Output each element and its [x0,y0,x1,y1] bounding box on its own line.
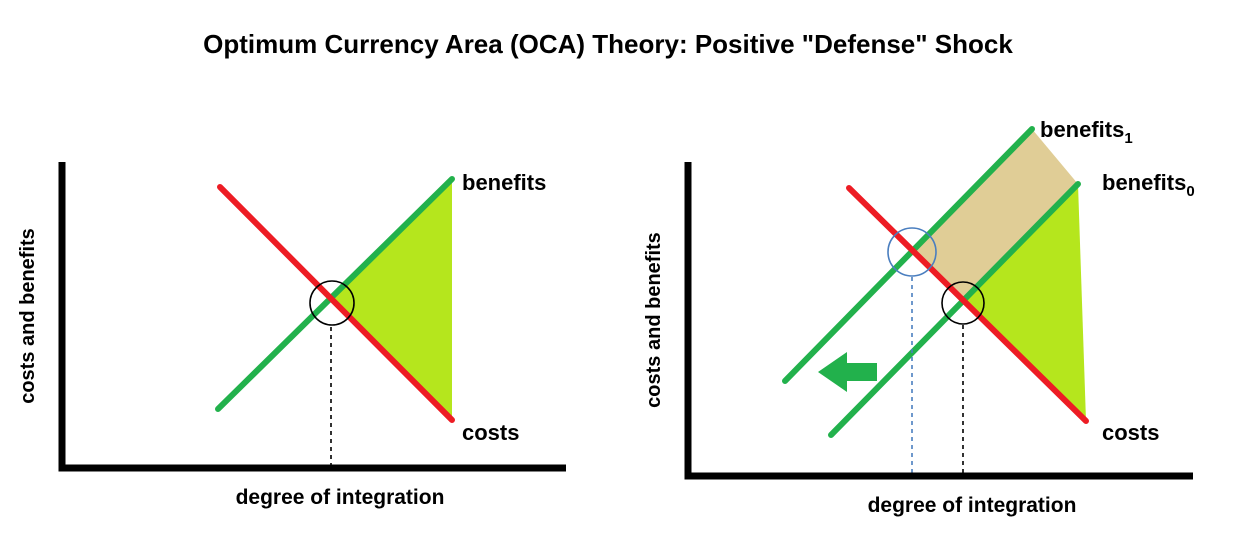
right-net-benefit-region [963,184,1086,421]
right-benefits0-line [828,181,1081,438]
left-equilibrium-circle [309,280,355,326]
left-benefits-line [215,176,455,412]
right-panel: costs and benefits degree of integration… [643,117,1195,517]
left-costs-label: costs [462,420,519,445]
right-old-equilibrium-circle [941,281,985,325]
right-x-axis-label: degree of integration [868,494,1077,517]
right-y-axis-label: costs and benefits [643,232,665,408]
right-benefits0-label: benefits0 [1102,170,1195,200]
right-benefits0-label-sub: 0 [1186,183,1194,200]
right-benefits1-label-base: benefits [1040,117,1124,142]
left-benefits-label: benefits [462,170,546,195]
right-benefits1-label-sub: 1 [1124,130,1132,147]
right-benefits1-line [782,126,1035,384]
left-costs-line [217,184,455,423]
right-benefits1-label: benefits1 [1040,117,1133,147]
shift-band-region [913,129,1078,301]
left-net-benefit-region [331,180,452,420]
right-new-equilibrium-circle [887,227,937,277]
right-benefits0-label-base: benefits [1102,170,1186,195]
right-costs-label: costs [1102,420,1159,445]
right-costs-line [846,185,1089,424]
left-y-axis-label: costs and benefits [17,228,39,404]
left-x-axis-label: degree of integration [236,486,445,509]
left-panel: costs and benefits degree of integration… [17,162,566,509]
shift-left-arrow-icon [818,352,877,392]
diagram-title: Optimum Currency Area (OCA) Theory: Posi… [203,29,1013,59]
